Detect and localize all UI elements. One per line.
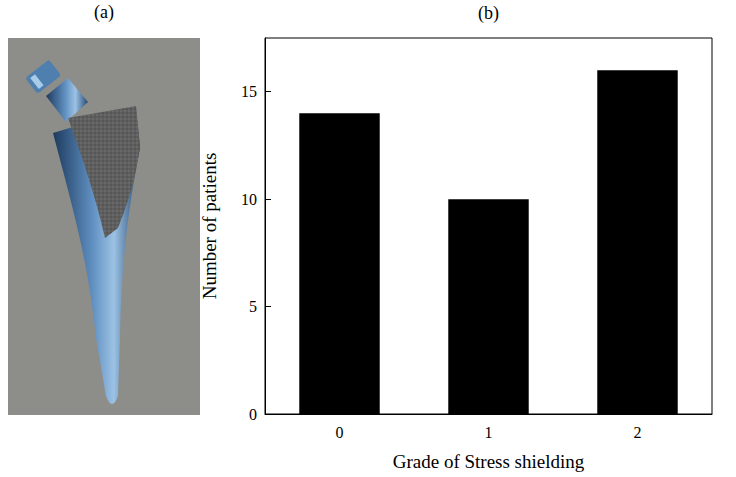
svg-text:1: 1 <box>485 424 493 441</box>
svg-text:2: 2 <box>634 424 642 441</box>
svg-text:0: 0 <box>336 424 344 441</box>
svg-text:5: 5 <box>249 298 257 315</box>
svg-text:Number of patients: Number of patients <box>199 153 220 300</box>
svg-text:15: 15 <box>241 83 257 100</box>
svg-text:0: 0 <box>249 406 257 423</box>
svg-text:Grade of Stress shielding: Grade of Stress shielding <box>393 451 585 472</box>
svg-text:(b): (b) <box>478 3 499 24</box>
html-text:(a): (a) <box>94 2 114 22</box>
svg-text:10: 10 <box>241 191 257 208</box>
